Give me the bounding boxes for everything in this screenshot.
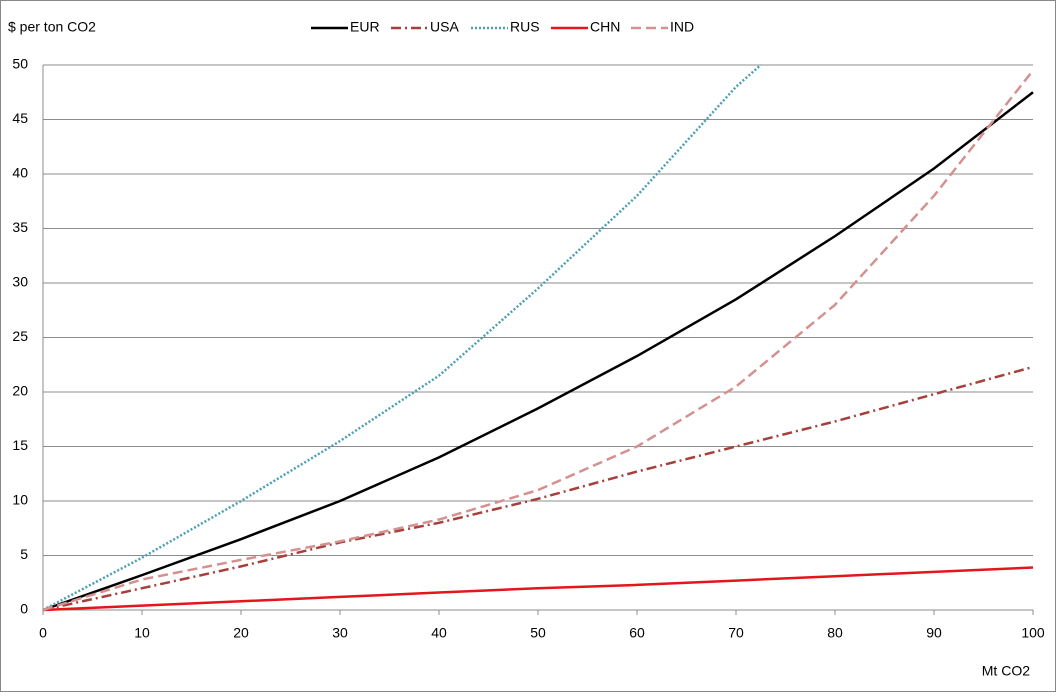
y-tick-label: 45	[12, 110, 28, 126]
line-series	[42, 365, 1034, 612]
y-tick-label: 25	[12, 328, 28, 344]
x-tick-label: 90	[926, 625, 942, 641]
x-tick-label: 40	[431, 625, 447, 641]
y-tick-label: 30	[12, 274, 28, 290]
x-tick-label: 0	[39, 625, 47, 641]
x-tick-label: 30	[332, 625, 348, 641]
legend-label: CHN	[590, 19, 620, 35]
y-tick-label: 40	[12, 165, 28, 181]
legend-label: RUS	[510, 19, 540, 35]
y-tick-label: 20	[12, 383, 28, 399]
y-tick-label: 5	[20, 546, 28, 562]
legend-label: EUR	[350, 19, 380, 35]
y-tick-label: 0	[20, 601, 28, 617]
x-tick-label: 70	[728, 625, 744, 641]
x-tick-label: 50	[530, 625, 546, 641]
y-tick-label: 15	[12, 437, 28, 453]
line-series	[42, 69, 1034, 612]
x-tick-label: 60	[629, 625, 645, 641]
y-tick-label: 35	[12, 219, 28, 235]
x-tick-label: 20	[233, 625, 249, 641]
y-tick-label: 50	[12, 56, 28, 72]
legend-label: IND	[670, 19, 694, 35]
x-axis-label: Mt CO2	[982, 663, 1030, 679]
x-tick-label: 80	[827, 625, 843, 641]
line-series	[42, 91, 1034, 612]
x-tick-label: 100	[1021, 625, 1045, 641]
y-tick-label: 10	[12, 492, 28, 508]
legend-label: USA	[430, 19, 459, 35]
line-series	[42, 64, 762, 612]
line-series	[42, 566, 1034, 612]
x-tick-label: 10	[134, 625, 150, 641]
y-axis-label: $ per ton CO2	[8, 19, 96, 35]
